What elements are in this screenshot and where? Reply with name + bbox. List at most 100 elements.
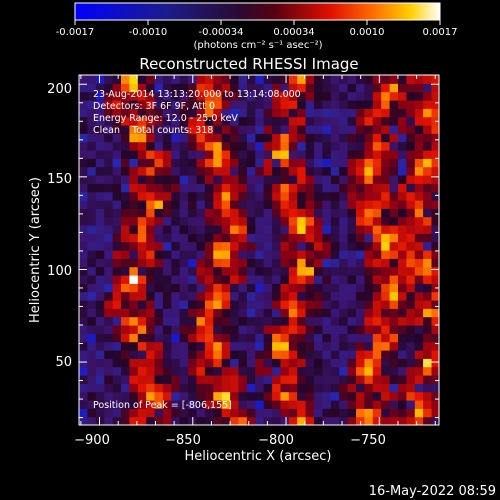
heatmap-cell (263, 325, 273, 334)
heatmap-cell (288, 191, 298, 201)
annotation-detectors: Detectors: 3F 6F 9F, Att 0 (93, 101, 215, 112)
heatmap-cell (288, 175, 298, 184)
heatmap-cell (423, 233, 433, 243)
heatmap-cell (171, 375, 181, 384)
heatmap-cell (305, 225, 315, 234)
heatmap-cell (398, 216, 407, 226)
heatmap-cell (263, 150, 273, 159)
heatmap-cell (204, 250, 214, 259)
heatmap-cell (79, 416, 88, 425)
heatmap-cell (196, 116, 206, 126)
heatmap-cell (339, 400, 349, 409)
heatmap-cell (322, 408, 332, 418)
heatmap-cell (146, 416, 156, 425)
heatmap-cell (414, 250, 424, 259)
heatmap-cell (381, 316, 391, 326)
heatmap-cell (398, 225, 407, 234)
heatmap-cell (431, 416, 439, 425)
heatmap-cell (364, 391, 374, 401)
heatmap-cell (129, 225, 139, 234)
heatmap-cell (314, 391, 323, 401)
heatmap-cell (188, 175, 198, 184)
heatmap-cell (79, 325, 88, 334)
heatmap-cell (263, 333, 273, 343)
heatmap-cell (272, 125, 282, 134)
heatmap-cell (288, 158, 298, 168)
heatmap-cell (255, 308, 265, 318)
heatmap-cell (230, 391, 240, 401)
heatmap-cell (356, 166, 365, 176)
heatmap-cell (204, 125, 214, 134)
heatmap-cell (121, 216, 130, 226)
heatmap-cell (95, 183, 105, 193)
heatmap-cell (272, 350, 282, 359)
heatmap-cell (121, 275, 130, 284)
heatmap-cell (330, 133, 340, 143)
heatmap-cell (112, 200, 122, 209)
heatmap-cell (389, 116, 399, 126)
heatmap-cell (297, 266, 307, 276)
heatmap-cell (406, 200, 416, 209)
heatmap-cell (263, 400, 273, 409)
heatmap-cell (297, 291, 307, 301)
heatmap-cell (263, 200, 273, 209)
heatmap-cell (339, 258, 349, 268)
heatmap-cell (347, 366, 357, 376)
heatmap-cell (79, 333, 88, 343)
heatmap-cell (431, 275, 439, 284)
heatmap-cell (372, 400, 382, 409)
heatmap-cell (95, 350, 105, 359)
heatmap-cell (297, 275, 307, 284)
heatmap-cell (347, 175, 357, 184)
heatmap-cell (137, 83, 147, 93)
heatmap-cell (389, 150, 399, 159)
heatmap-cell (162, 133, 172, 143)
heatmap-cell (230, 266, 240, 276)
heatmap-cell (414, 366, 424, 376)
heatmap-cell (87, 75, 97, 84)
heatmap-cell (112, 408, 122, 418)
heatmap-cell (246, 116, 256, 126)
heatmap-cell (146, 216, 156, 226)
heatmap-cell (188, 333, 198, 343)
heatmap-cell (305, 275, 315, 284)
heatmap-cell (398, 175, 407, 184)
heatmap-cell (389, 208, 399, 218)
heatmap-cell (213, 416, 223, 425)
heatmap-cell (213, 400, 223, 409)
heatmap-cell (129, 258, 139, 268)
heatmap-cell (263, 125, 273, 134)
heatmap-cell (246, 150, 256, 159)
heatmap-cell (272, 200, 282, 209)
heatmap-cell (196, 108, 206, 118)
heatmap-cell (179, 416, 189, 425)
heatmap-cell (196, 391, 206, 401)
heatmap-cell (171, 400, 181, 409)
heatmap-cell (137, 241, 147, 251)
heatmap-cell (364, 308, 374, 318)
heatmap-cell (129, 358, 139, 368)
heatmap-cell (263, 225, 273, 234)
heatmap-cell (255, 358, 265, 368)
colorbar-tick-label: -0.0010 (129, 27, 168, 38)
heatmap-cell (221, 316, 231, 326)
heatmap-cell (196, 350, 206, 359)
heatmap-cell (330, 366, 340, 376)
heatmap-cell (188, 225, 198, 234)
heatmap-cell (179, 241, 189, 251)
heatmap-cell (255, 391, 265, 401)
heatmap-cell (339, 166, 349, 176)
heatmap-cell (330, 191, 340, 201)
heatmap-cell (196, 166, 206, 176)
heatmap-cell (162, 358, 172, 368)
heatmap-cell (146, 375, 156, 384)
heatmap-cell (238, 258, 248, 268)
heatmap-cell (129, 416, 139, 425)
heatmap-cell (389, 166, 399, 176)
heatmap-cell (255, 100, 265, 109)
heatmap-cell (305, 316, 315, 326)
heatmap-cell (398, 358, 407, 368)
heatmap-cell (314, 408, 323, 418)
heatmap-cell (104, 366, 114, 376)
heatmap-cell (246, 308, 256, 318)
